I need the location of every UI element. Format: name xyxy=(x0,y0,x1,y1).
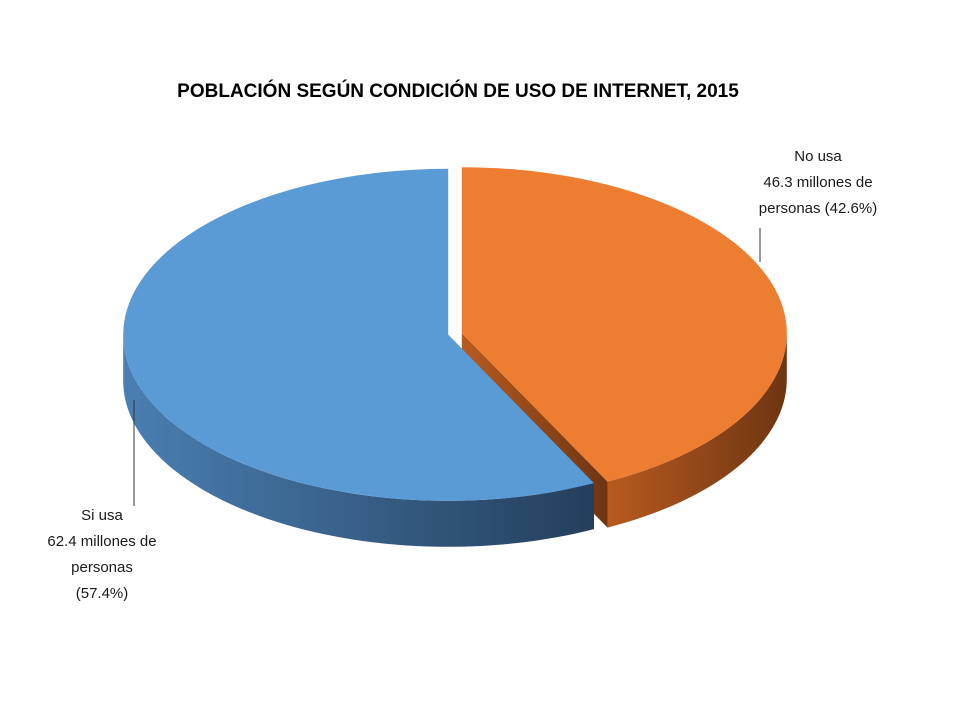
value-label: personas xyxy=(71,559,133,576)
value-label: personas (42.6%) xyxy=(759,200,877,217)
pie-slice xyxy=(123,168,594,501)
slice-label: No usa xyxy=(794,148,842,165)
chart-title: POBLACIÓN SEGÚN CONDICIÓN DE USO DE INTE… xyxy=(177,80,739,102)
value-label: 46.3 millones de xyxy=(763,174,872,191)
pie-side xyxy=(123,334,594,547)
value-label: 62.4 millones de xyxy=(47,533,156,550)
value-label: (57.4%) xyxy=(76,585,129,602)
pie-side xyxy=(607,333,787,528)
slice-label: Si usa xyxy=(81,507,123,524)
pie-slice xyxy=(461,167,787,482)
